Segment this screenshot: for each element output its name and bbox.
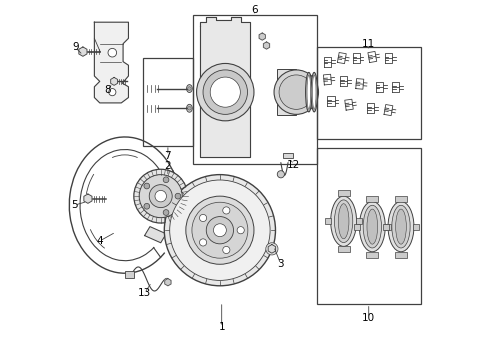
Ellipse shape bbox=[388, 202, 414, 252]
Ellipse shape bbox=[392, 205, 410, 248]
Ellipse shape bbox=[187, 85, 192, 93]
Text: 8: 8 bbox=[105, 85, 111, 95]
Ellipse shape bbox=[306, 72, 312, 112]
Bar bbox=[125, 271, 134, 278]
Bar bbox=[395, 195, 407, 202]
Bar bbox=[385, 224, 391, 230]
Circle shape bbox=[164, 175, 275, 286]
Ellipse shape bbox=[338, 204, 349, 239]
Text: 9: 9 bbox=[72, 42, 79, 52]
Text: 10: 10 bbox=[362, 313, 375, 323]
Circle shape bbox=[188, 87, 191, 90]
Circle shape bbox=[192, 202, 248, 258]
Circle shape bbox=[109, 89, 116, 96]
Polygon shape bbox=[84, 194, 92, 203]
Ellipse shape bbox=[359, 202, 385, 252]
Ellipse shape bbox=[331, 196, 357, 246]
Circle shape bbox=[163, 177, 169, 183]
Polygon shape bbox=[259, 33, 265, 40]
Ellipse shape bbox=[367, 209, 378, 244]
Bar bbox=[338, 246, 350, 252]
Polygon shape bbox=[165, 279, 171, 286]
Ellipse shape bbox=[187, 104, 192, 112]
Bar bbox=[317, 148, 421, 304]
Circle shape bbox=[237, 226, 245, 234]
Ellipse shape bbox=[335, 200, 353, 243]
Text: 1: 1 bbox=[219, 322, 225, 332]
Circle shape bbox=[266, 243, 278, 255]
Circle shape bbox=[139, 175, 182, 218]
Circle shape bbox=[188, 107, 191, 110]
Bar bbox=[283, 153, 294, 158]
Circle shape bbox=[196, 63, 254, 121]
Ellipse shape bbox=[311, 72, 318, 112]
Circle shape bbox=[199, 239, 207, 246]
Circle shape bbox=[108, 48, 117, 57]
Bar bbox=[338, 190, 350, 196]
Text: 13: 13 bbox=[138, 288, 151, 298]
Circle shape bbox=[223, 207, 230, 214]
Text: 3: 3 bbox=[277, 259, 284, 269]
Ellipse shape bbox=[313, 75, 316, 109]
Text: 12: 12 bbox=[287, 159, 300, 170]
Polygon shape bbox=[264, 42, 270, 49]
Text: 4: 4 bbox=[97, 236, 103, 246]
Bar bbox=[366, 195, 378, 202]
Circle shape bbox=[186, 196, 254, 264]
Circle shape bbox=[134, 169, 188, 223]
Bar bbox=[354, 224, 360, 230]
Bar bbox=[325, 218, 331, 224]
Circle shape bbox=[223, 246, 230, 253]
Polygon shape bbox=[200, 17, 250, 157]
Circle shape bbox=[155, 190, 167, 202]
Ellipse shape bbox=[395, 209, 406, 244]
Ellipse shape bbox=[363, 205, 381, 248]
Bar bbox=[366, 252, 378, 258]
Bar bbox=[317, 47, 421, 139]
Text: 11: 11 bbox=[362, 39, 375, 49]
Circle shape bbox=[163, 210, 169, 215]
Circle shape bbox=[206, 217, 234, 244]
Circle shape bbox=[277, 171, 285, 178]
Bar bbox=[193, 15, 317, 164]
Circle shape bbox=[144, 183, 149, 189]
Bar bbox=[143, 58, 193, 146]
Polygon shape bbox=[145, 226, 166, 243]
Circle shape bbox=[144, 203, 149, 209]
Circle shape bbox=[203, 70, 247, 114]
Bar bbox=[395, 252, 407, 258]
Text: 7: 7 bbox=[165, 150, 171, 161]
Polygon shape bbox=[111, 77, 118, 85]
Polygon shape bbox=[95, 22, 128, 103]
Bar bbox=[356, 218, 362, 224]
Circle shape bbox=[210, 77, 240, 107]
Text: 6: 6 bbox=[251, 5, 258, 15]
Circle shape bbox=[170, 180, 270, 280]
Circle shape bbox=[274, 70, 318, 114]
Polygon shape bbox=[268, 244, 275, 253]
Circle shape bbox=[175, 193, 181, 199]
Circle shape bbox=[279, 75, 314, 109]
Ellipse shape bbox=[307, 75, 311, 109]
Text: 5: 5 bbox=[72, 200, 78, 210]
Circle shape bbox=[149, 185, 172, 208]
Circle shape bbox=[199, 215, 207, 221]
Polygon shape bbox=[79, 47, 87, 56]
Circle shape bbox=[214, 224, 226, 237]
Bar bbox=[383, 224, 389, 230]
Text: 2: 2 bbox=[165, 161, 171, 171]
Bar bbox=[276, 69, 296, 116]
Bar bbox=[413, 224, 419, 230]
